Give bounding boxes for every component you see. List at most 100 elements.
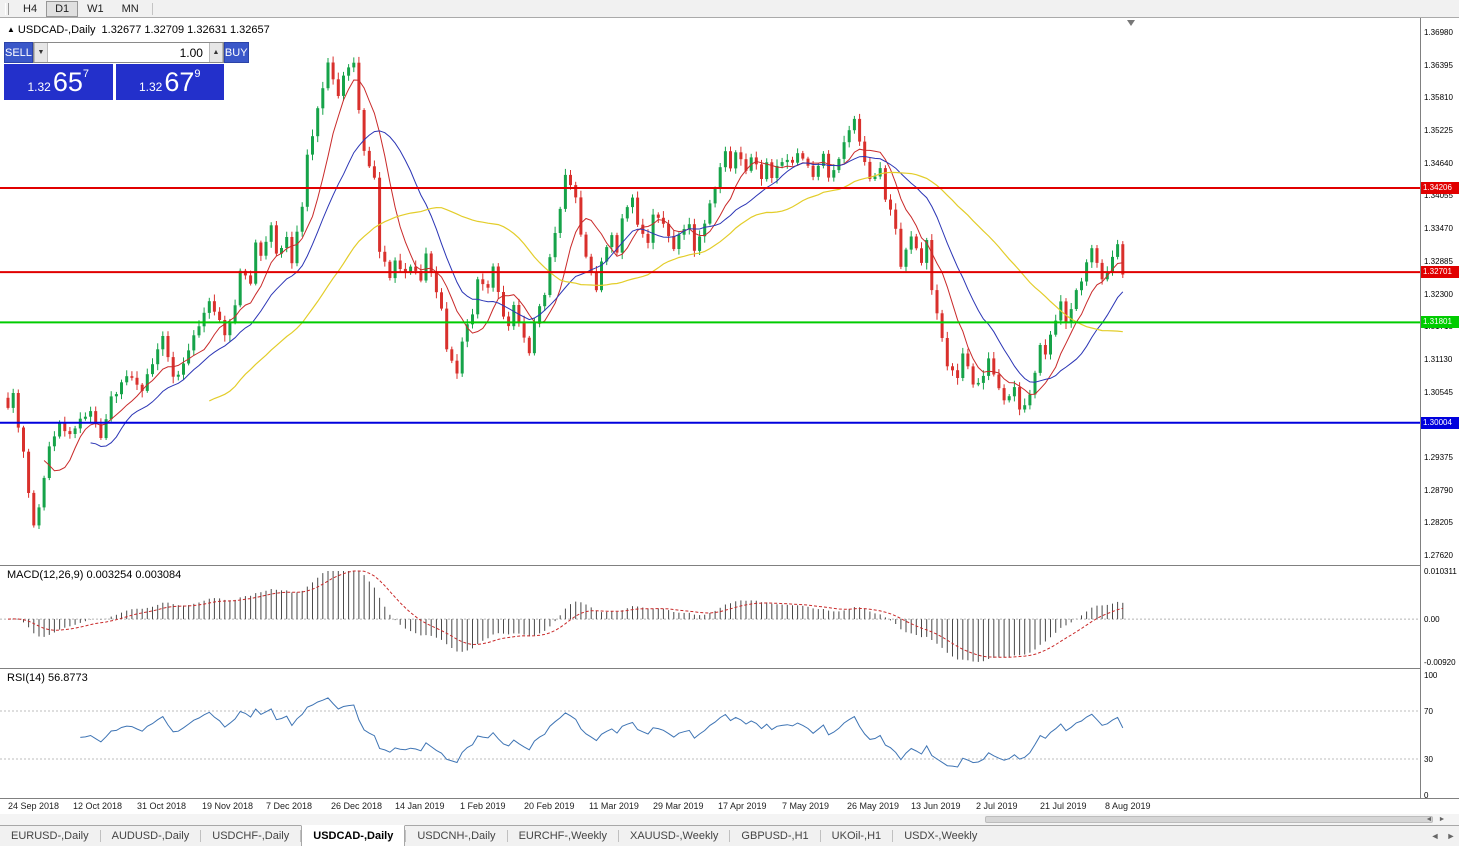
- candle-body: [300, 206, 304, 232]
- candle-body: [47, 446, 51, 478]
- candle-body: [775, 165, 779, 178]
- candle-body: [1028, 394, 1032, 406]
- tab-usdchf-daily[interactable]: USDCHF-,Daily: [212, 830, 290, 842]
- candle-body: [584, 234, 588, 257]
- timeframe-mn-button[interactable]: MN: [121, 2, 139, 15]
- candle-body: [274, 225, 278, 254]
- candle-body: [280, 248, 283, 254]
- candle-body: [207, 301, 211, 313]
- candle-body: [1095, 248, 1099, 263]
- candle-body: [909, 236, 913, 250]
- timeframe-h4-button[interactable]: H4: [23, 2, 38, 15]
- candle-body: [357, 62, 361, 110]
- candle-body: [192, 335, 196, 351]
- tab-xauusd-weekly[interactable]: XAUUSD-,Weekly: [629, 830, 719, 842]
- tab-separator: [300, 830, 302, 842]
- tab-eurchf-weekly[interactable]: EURCHF-,Weekly: [518, 830, 607, 842]
- h-scrollbar-thumb[interactable]: [985, 816, 1433, 823]
- date-axis[interactable]: 24 Sep 2018 12 Oct 2018 31 Oct 2018 19 Nov …: [0, 799, 1420, 813]
- tab-eurusd-daily[interactable]: EURUSD-,Daily: [11, 830, 89, 842]
- volume-input[interactable]: [47, 43, 209, 62]
- candle-body: [569, 174, 572, 186]
- sell-price-sup: 7: [82, 68, 90, 80]
- candle-body: [1002, 388, 1006, 401]
- tab-separator: [819, 830, 821, 842]
- date-axis-label: 21 Jul 2019: [1040, 801, 1087, 811]
- candle-body: [202, 312, 206, 327]
- macd-indicator-chart[interactable]: [0, 566, 1420, 668]
- candle-body: [285, 237, 289, 248]
- candle-body: [791, 159, 794, 163]
- main-price-chart[interactable]: [0, 18, 1420, 565]
- candle-body: [455, 360, 459, 374]
- panel-divider: [0, 798, 1459, 799]
- volume-increase-button[interactable]: ▲: [208, 43, 223, 62]
- timeframe-w1-button[interactable]: W1: [87, 2, 104, 15]
- candle-body: [362, 110, 366, 151]
- scroll-left-arrow-icon[interactable]: ◄: [1425, 816, 1433, 823]
- candle-body: [1111, 256, 1114, 273]
- tab-scroll-right-button[interactable]: ►: [1446, 831, 1456, 841]
- candle-body: [331, 62, 335, 80]
- sell-button[interactable]: SELL: [4, 42, 33, 63]
- candle-body: [594, 272, 598, 291]
- candle-body: [646, 233, 650, 243]
- chart-tabbar: EURUSD-,Daily AUDUSD-,Daily USDCHF-,Daily U…: [0, 825, 1459, 846]
- chart-symbol-label: USDCAD-,Daily: [17, 24, 96, 36]
- candle-body: [579, 197, 583, 235]
- candle-body: [316, 108, 320, 137]
- candle-body: [610, 235, 614, 247]
- candle-body: [816, 165, 820, 177]
- timeframe-d1-button[interactable]: D1: [46, 0, 79, 17]
- one-click-trading-panel: SELL ▼ ▲ BUY 1.32 65 7 1.32 67 9: [4, 42, 249, 100]
- toolbar-separator: [151, 2, 153, 15]
- candle-body: [935, 290, 939, 314]
- rsi-indicator-chart[interactable]: [0, 669, 1420, 798]
- scroll-right-arrow-icon[interactable]: ►: [1438, 816, 1446, 823]
- candle-body: [698, 236, 702, 251]
- candle-body: [460, 341, 464, 374]
- candle-body: [233, 305, 237, 322]
- candle-body: [548, 257, 552, 295]
- candle-body: [883, 168, 887, 200]
- volume-decrease-button[interactable]: ▼: [33, 43, 48, 62]
- candle-body: [305, 154, 309, 207]
- tab-scroll-left-button[interactable]: ◄: [1430, 831, 1440, 841]
- buy-button[interactable]: BUY: [223, 42, 249, 63]
- candle-body: [636, 197, 640, 225]
- candle-body: [445, 308, 449, 350]
- candle-body: [1038, 345, 1042, 373]
- horizontal-scrollbar[interactable]: ► ◄: [0, 814, 1459, 825]
- tab-usdcad-daily[interactable]: USDCAD-,Daily: [301, 825, 406, 846]
- candle-body: [532, 322, 536, 354]
- tab-usdx-weekly[interactable]: USDX-,Weekly: [904, 830, 978, 842]
- price-axis-label: 1.31130: [1424, 355, 1453, 364]
- candle-body: [176, 374, 180, 377]
- candle-body: [914, 236, 918, 249]
- price-axis[interactable]: 1.36980 1.36395 1.35810 1.35225 1.34640 1.340…: [1420, 18, 1459, 800]
- candle-body: [73, 428, 77, 434]
- tab-gbpusd-h1[interactable]: GBPUSD-,H1: [741, 830, 809, 842]
- candle-body: [976, 382, 980, 385]
- candle-body: [512, 305, 516, 327]
- candle-body: [347, 67, 351, 76]
- price-line-label: 1.30004: [1421, 417, 1459, 429]
- candle-body: [429, 253, 433, 273]
- date-axis-label: 7 Dec 2018: [266, 801, 313, 811]
- candle-body: [1054, 320, 1058, 335]
- rsi-label: RSI(14) 56.8773: [7, 672, 88, 684]
- tab-ukoil-h1[interactable]: UKOil-,H1: [831, 830, 882, 842]
- sell-price-button[interactable]: 1.32 65 7: [4, 64, 113, 100]
- candle-body: [863, 141, 867, 162]
- candle-body: [166, 336, 170, 358]
- candle-body: [140, 384, 144, 391]
- buy-price-button[interactable]: 1.32 67 9: [115, 64, 224, 100]
- candle-body: [383, 251, 387, 262]
- tab-audusd-daily[interactable]: AUDUSD-,Daily: [111, 830, 190, 842]
- candle-body: [920, 248, 923, 263]
- one-click-collapse-icon[interactable]: ▲: [7, 25, 15, 34]
- tab-usdcnh-daily[interactable]: USDCNH-,Daily: [417, 830, 496, 842]
- candle-body: [987, 358, 991, 376]
- candle-body: [631, 197, 634, 208]
- candle-body: [6, 397, 10, 408]
